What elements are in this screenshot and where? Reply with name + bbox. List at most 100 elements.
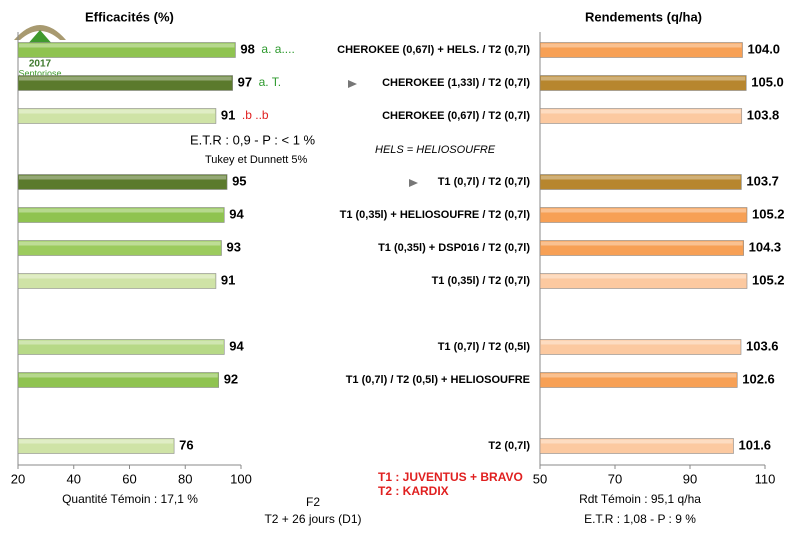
value-label: 101.6 bbox=[739, 437, 772, 452]
bar bbox=[539, 75, 747, 91]
bar bbox=[17, 207, 225, 223]
value-label: 91 bbox=[221, 272, 235, 287]
bar-shine bbox=[19, 208, 224, 213]
x-tick-label: 50 bbox=[533, 471, 547, 486]
category-label: T1 (0,7l) / T2 (0,5l) bbox=[438, 341, 531, 353]
arrow-marker bbox=[348, 80, 357, 88]
tukey: Tukey et Dunnett 5% bbox=[205, 154, 308, 166]
bar bbox=[539, 108, 743, 124]
value-label: 103.8 bbox=[747, 107, 780, 122]
value-label: 76 bbox=[179, 437, 193, 452]
value-label: 91 bbox=[221, 107, 235, 122]
hels-note: HELS = HELIOSOUFRE bbox=[375, 144, 496, 156]
bar-shine bbox=[541, 208, 746, 213]
bar-shine bbox=[541, 373, 737, 378]
category-label: CHEROKEE (1,33l) / T2 (0,7l) bbox=[382, 77, 530, 89]
value-label: 102.6 bbox=[742, 371, 775, 386]
logo-year: 2017 bbox=[29, 59, 52, 70]
left-title: Efficacités (%) bbox=[85, 9, 174, 24]
bar-shine bbox=[19, 373, 218, 378]
value-label: 92 bbox=[224, 371, 238, 386]
bar-shine bbox=[19, 274, 215, 279]
bar-shine bbox=[19, 439, 174, 444]
x-tick-label: 80 bbox=[178, 471, 192, 486]
rdt: Rdt Témoin : 95,1 q/ha bbox=[579, 492, 701, 506]
bar-shine bbox=[541, 76, 746, 81]
category-label: CHEROKEE (0,67l) + HELS. / T2 (0,7l) bbox=[337, 44, 530, 56]
value-label: 95 bbox=[232, 173, 246, 188]
x-tick-label: 20 bbox=[11, 471, 25, 486]
f2: F2 bbox=[306, 495, 320, 509]
value-label: 103.7 bbox=[746, 173, 779, 188]
bar bbox=[17, 240, 222, 256]
bar-shine bbox=[541, 109, 741, 114]
x-tick-label: 70 bbox=[608, 471, 622, 486]
x-tick-label: 90 bbox=[683, 471, 697, 486]
value-label: 97 bbox=[238, 74, 252, 89]
category-label: T1 (0,7l) / T2 (0,7l) bbox=[438, 176, 531, 188]
etr-right: E.T.R : 1,08 - P : 9 % bbox=[584, 512, 696, 526]
logo-name: Septoriose bbox=[18, 68, 61, 78]
value-label: 105.2 bbox=[752, 272, 785, 287]
value-label: 94 bbox=[229, 206, 244, 221]
timing: T2 + 26 jours (D1) bbox=[264, 512, 361, 526]
bar bbox=[17, 174, 228, 190]
significance-letters: a. a.... bbox=[261, 42, 294, 56]
x-tick-label: 100 bbox=[230, 471, 252, 486]
logo-arc bbox=[14, 25, 66, 40]
bar bbox=[17, 339, 225, 355]
significance-letters: a. T. bbox=[259, 75, 281, 89]
bar bbox=[539, 174, 742, 190]
bar bbox=[17, 108, 217, 124]
bar bbox=[539, 42, 743, 58]
value-label: 104.0 bbox=[748, 41, 781, 56]
value-label: 103.6 bbox=[746, 338, 779, 353]
arrow-marker bbox=[409, 179, 418, 187]
value-label: 93 bbox=[226, 239, 240, 254]
quantite: Quantité Témoin : 17,1 % bbox=[62, 492, 198, 506]
category-label: T1 (0,35l) / T2 (0,7l) bbox=[432, 275, 531, 287]
bar-shine bbox=[19, 76, 232, 81]
bar-shine bbox=[541, 175, 741, 180]
bar bbox=[17, 273, 217, 289]
bar bbox=[539, 372, 738, 388]
value-label: 105.2 bbox=[752, 206, 785, 221]
x-tick-label: 60 bbox=[122, 471, 136, 486]
bar-shine bbox=[19, 340, 224, 345]
category-label: CHEROKEE (0,67l) / T2 (0,7l) bbox=[382, 110, 530, 122]
bar-shine bbox=[541, 439, 733, 444]
etr-left: E.T.R : 0,9 - P : < 1 % bbox=[190, 132, 316, 147]
bar-shine bbox=[19, 43, 235, 48]
bar-shine bbox=[19, 109, 215, 114]
value-label: 94 bbox=[229, 338, 244, 353]
category-label: T1 (0,7l) / T2 (0,5l) + HELIOSOUFRE bbox=[346, 374, 530, 386]
bar-shine bbox=[541, 274, 746, 279]
bar bbox=[539, 273, 748, 289]
bar-shine bbox=[19, 175, 227, 180]
bar-shine bbox=[541, 241, 743, 246]
legend-t2: T2 : KARDIX bbox=[378, 484, 449, 498]
bar bbox=[17, 75, 233, 91]
bar bbox=[17, 372, 219, 388]
bar bbox=[539, 339, 742, 355]
bar-shine bbox=[541, 340, 740, 345]
value-label: 104.3 bbox=[749, 239, 782, 254]
bar-shine bbox=[541, 43, 742, 48]
bar bbox=[17, 438, 175, 454]
value-label: 98 bbox=[240, 41, 254, 56]
category-label: T1 (0,35l) + HELIOSOUFRE / T2 (0,7l) bbox=[340, 209, 531, 221]
legend-t1: T1 : JUVENTUS + BRAVO bbox=[378, 470, 523, 484]
x-tick-label: 110 bbox=[755, 471, 776, 486]
category-label: T1 (0,35l) + DSP016 / T2 (0,7l) bbox=[378, 242, 530, 254]
bar bbox=[17, 42, 236, 58]
bar bbox=[539, 240, 744, 256]
bar bbox=[539, 207, 748, 223]
bar-shine bbox=[19, 241, 221, 246]
x-tick-label: 40 bbox=[67, 471, 81, 486]
right-title: Rendements (q/ha) bbox=[585, 9, 702, 24]
category-label: T2 (0,7l) bbox=[488, 440, 530, 452]
significance-letters: .b ..b bbox=[242, 108, 269, 122]
bar bbox=[539, 438, 734, 454]
value-label: 105.0 bbox=[751, 74, 784, 89]
